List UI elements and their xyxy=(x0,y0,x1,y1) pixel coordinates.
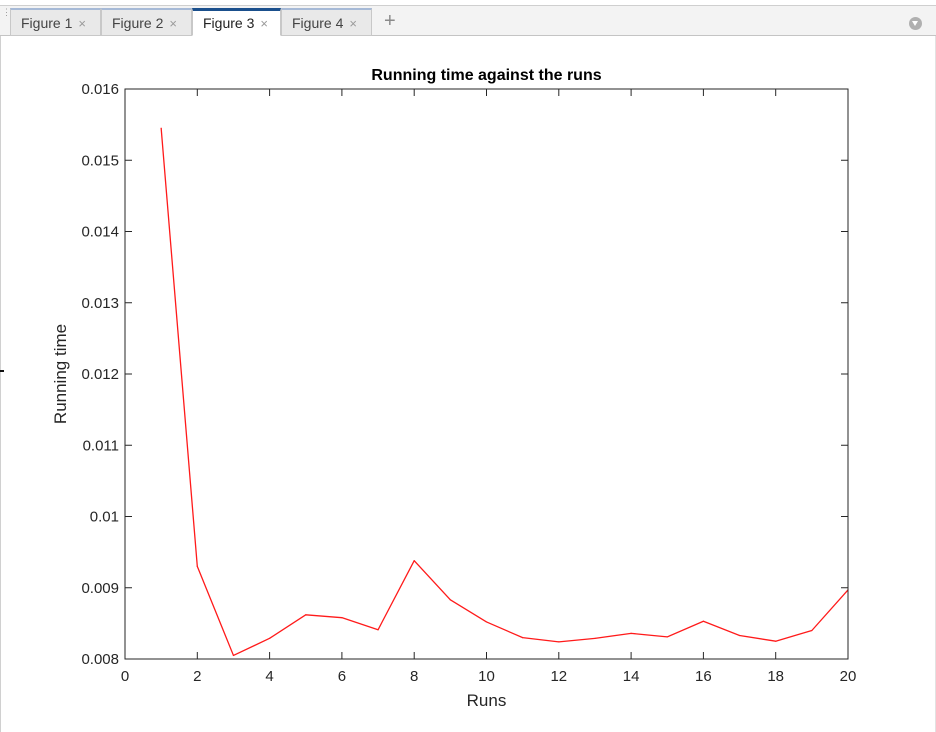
tick-labels: 0 2 4 6 8 10 12 14 16 18 20 0.008 0.009 0.01 0.011 0.01… xyxy=(81,81,856,685)
x-tick-label: 12 xyxy=(550,668,567,685)
plus-icon[interactable]: + xyxy=(384,10,396,32)
data-point xyxy=(485,621,488,623)
data-point xyxy=(341,617,343,619)
y-tick-label: 0.014 xyxy=(81,224,119,241)
x-tick-label: 14 xyxy=(623,668,640,685)
data-point xyxy=(522,637,524,639)
tab-label: Figure 3 xyxy=(203,15,255,31)
y-tick-label: 0.013 xyxy=(81,295,119,312)
close-icon[interactable]: × xyxy=(260,16,268,31)
y-axis-title: Running time xyxy=(51,324,70,424)
data-point xyxy=(449,599,451,601)
x-tick-label: 2 xyxy=(193,668,201,685)
figure-tab-bar: ⋮⋮ Figure 1× Figure 2× Figure 3× Figure … xyxy=(0,5,936,36)
data-point xyxy=(775,640,777,642)
dropdown-menu-icon[interactable] xyxy=(909,17,922,30)
tab-figure-4[interactable]: Figure 4 × xyxy=(281,8,372,36)
y-tick-label: 0.012 xyxy=(81,366,119,383)
y-tick-label: 0.011 xyxy=(83,437,119,454)
y-tick-label: 0.016 xyxy=(81,81,119,98)
tab-figure-3[interactable]: Figure 3 × xyxy=(192,8,281,36)
data-point xyxy=(160,127,162,129)
x-tick-label: 4 xyxy=(265,668,273,685)
tab-label: Figure 1 xyxy=(21,15,73,31)
tab-figure-2[interactable]: Figure 2 × xyxy=(101,8,192,36)
y-tick-label: 0.008 xyxy=(81,651,119,668)
left-border xyxy=(0,36,1,732)
series-layer xyxy=(160,127,849,657)
x-tick-label: 20 xyxy=(840,668,857,685)
data-point xyxy=(269,637,271,639)
series-line xyxy=(160,128,849,657)
data-point xyxy=(738,634,741,637)
chart-title: Running time against the runs xyxy=(371,67,601,84)
x-tick-label: 0 xyxy=(121,668,129,685)
y-tick-label: 0.01 xyxy=(90,509,119,526)
axis-ticks xyxy=(124,88,849,660)
close-icon[interactable]: × xyxy=(349,16,357,31)
y-tick-label: 0.009 xyxy=(81,580,119,597)
data-point xyxy=(377,629,379,631)
data-point xyxy=(666,636,668,638)
data-point xyxy=(413,560,415,562)
left-marker xyxy=(0,370,4,372)
axes-box xyxy=(124,88,849,660)
tab-figure-1[interactable]: Figure 1 × xyxy=(10,8,101,36)
data-point xyxy=(811,629,813,632)
tab-label: Figure 4 xyxy=(292,15,344,31)
data-point xyxy=(558,641,560,643)
data-point xyxy=(305,614,307,616)
data-point xyxy=(232,654,235,657)
x-tick-label: 18 xyxy=(767,668,784,685)
x-tick-label: 16 xyxy=(695,668,712,685)
data-point xyxy=(630,632,632,634)
x-tick-label: 8 xyxy=(410,668,418,685)
y-tick-label: 0.015 xyxy=(81,152,119,169)
data-point xyxy=(196,565,198,567)
close-icon[interactable]: × xyxy=(78,16,86,31)
x-axis-title: Runs xyxy=(467,691,507,710)
close-icon[interactable]: × xyxy=(169,16,177,31)
data-point xyxy=(702,620,705,622)
tab-label: Figure 2 xyxy=(112,15,164,31)
x-tick-label: 10 xyxy=(478,668,495,685)
data-point xyxy=(594,637,596,639)
x-tick-label: 6 xyxy=(338,668,346,685)
